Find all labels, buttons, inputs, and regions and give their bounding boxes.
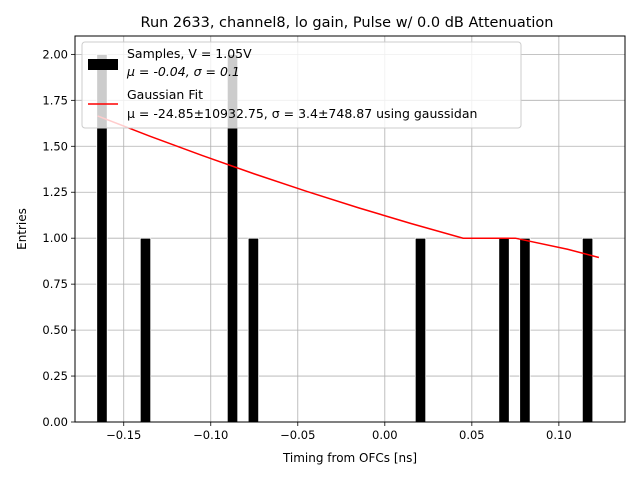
legend-fit-label: Gaussian Fit — [127, 87, 203, 102]
x-tick-label: 0.00 — [372, 428, 398, 442]
y-tick-label: 1.00 — [42, 231, 68, 245]
histogram-bar — [581, 237, 594, 423]
histogram-bar — [247, 237, 260, 423]
legend-box — [81, 41, 522, 129]
x-tick-label: −0.05 — [280, 428, 315, 442]
x-axis-ticks: −0.15 −0.10 −0.05 0.00 0.05 0.10 — [106, 422, 572, 442]
histogram-bar — [139, 237, 152, 423]
y-tick-label: 0.50 — [42, 323, 68, 337]
y-tick-label: 1.50 — [42, 139, 68, 153]
histogram-bar — [498, 237, 510, 423]
x-tick-label: 0.05 — [459, 428, 485, 442]
y-tick-label: 0.00 — [42, 415, 68, 429]
legend-samples-label: Samples, V = 1.05V — [127, 46, 252, 61]
x-tick-label: 0.10 — [546, 428, 572, 442]
x-tick-label: −0.10 — [193, 428, 228, 442]
y-tick-label: 0.75 — [42, 277, 68, 291]
y-tick-label: 2.00 — [42, 47, 68, 61]
y-tick-label: 0.25 — [42, 369, 68, 383]
legend-samples-swatch — [88, 59, 118, 70]
y-axis-label: Entries — [15, 208, 29, 250]
legend: Samples, V = 1.05V μ = -0.04, σ = 0.1 Ga… — [81, 41, 522, 129]
legend-samples-stats: μ = -0.04, σ = 0.1 — [126, 64, 240, 79]
x-tick-label: −0.15 — [106, 428, 141, 442]
fit-curve-layer — [97, 115, 600, 259]
histogram-bar — [414, 237, 427, 423]
chart-title: Run 2633, channel8, lo gain, Pulse w/ 0.… — [141, 15, 554, 31]
legend-fit-stats: μ = -24.85±10932.75, σ = 3.4±748.87 usin… — [127, 106, 477, 121]
y-axis-ticks: 0.00 0.25 0.50 0.75 1.00 1.25 1.50 1.75 2.00 — [42, 47, 75, 429]
gaussian-fit-line — [97, 115, 600, 259]
x-axis-label: Timing from OFCs [ns] — [282, 451, 417, 465]
y-tick-label: 1.25 — [42, 185, 68, 199]
histogram-bar — [519, 237, 531, 423]
y-tick-label: 1.75 — [42, 93, 68, 107]
plot-frame — [74, 35, 626, 423]
